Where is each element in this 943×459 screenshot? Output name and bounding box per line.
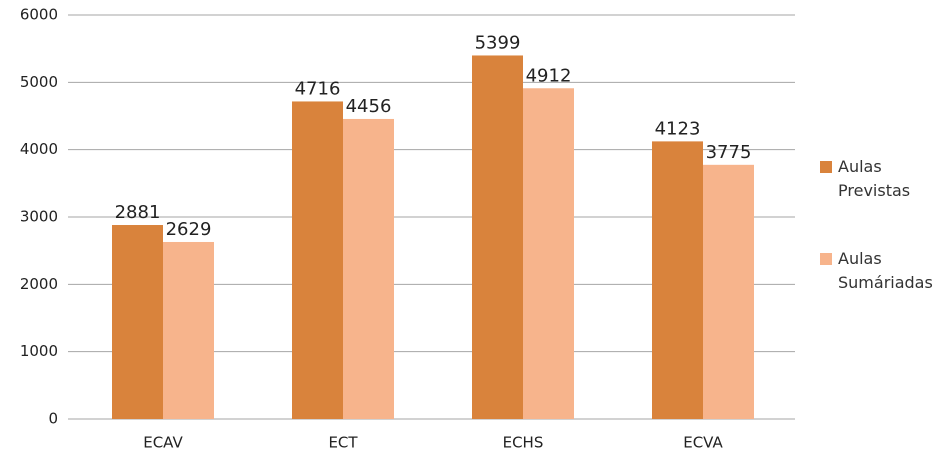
legend-entry: Aulas Sumáriadas — [820, 247, 943, 295]
legend-label: Aulas Sumáriadas — [838, 249, 933, 292]
y-tick-label: 0 — [48, 410, 58, 428]
bar — [343, 118, 394, 419]
y-tick-label: 1000 — [20, 342, 58, 360]
bar — [292, 101, 343, 420]
bar — [523, 88, 574, 419]
y-tick-label: 6000 — [20, 6, 58, 24]
value-label: 4123 — [655, 118, 701, 139]
value-label: 4716 — [295, 78, 341, 99]
value-label: 4456 — [346, 96, 392, 117]
legend-swatch — [820, 161, 832, 173]
y-tick-label: 2000 — [20, 275, 58, 293]
x-tick-label: ECHS — [503, 434, 544, 452]
legend-label: Aulas Previstas — [838, 157, 911, 200]
y-tick-label: 4000 — [20, 140, 58, 158]
bar — [703, 164, 754, 419]
bar — [112, 225, 163, 419]
x-tick-label: ECAV — [143, 434, 183, 452]
bar — [472, 55, 523, 419]
y-tick-label: 3000 — [20, 208, 58, 226]
bar — [652, 141, 703, 419]
legend-swatch — [820, 253, 832, 265]
y-tick-label: 5000 — [20, 73, 58, 91]
x-tick-label: ECVA — [683, 434, 723, 452]
value-label: 3775 — [706, 142, 752, 163]
x-tick-label: ECT — [328, 434, 358, 452]
value-label: 5399 — [475, 32, 521, 53]
value-label: 2881 — [115, 202, 161, 223]
value-label: 2629 — [166, 219, 212, 240]
value-label: 4912 — [526, 65, 572, 86]
legend-entry: Aulas Previstas — [820, 155, 943, 203]
bar — [163, 241, 214, 419]
